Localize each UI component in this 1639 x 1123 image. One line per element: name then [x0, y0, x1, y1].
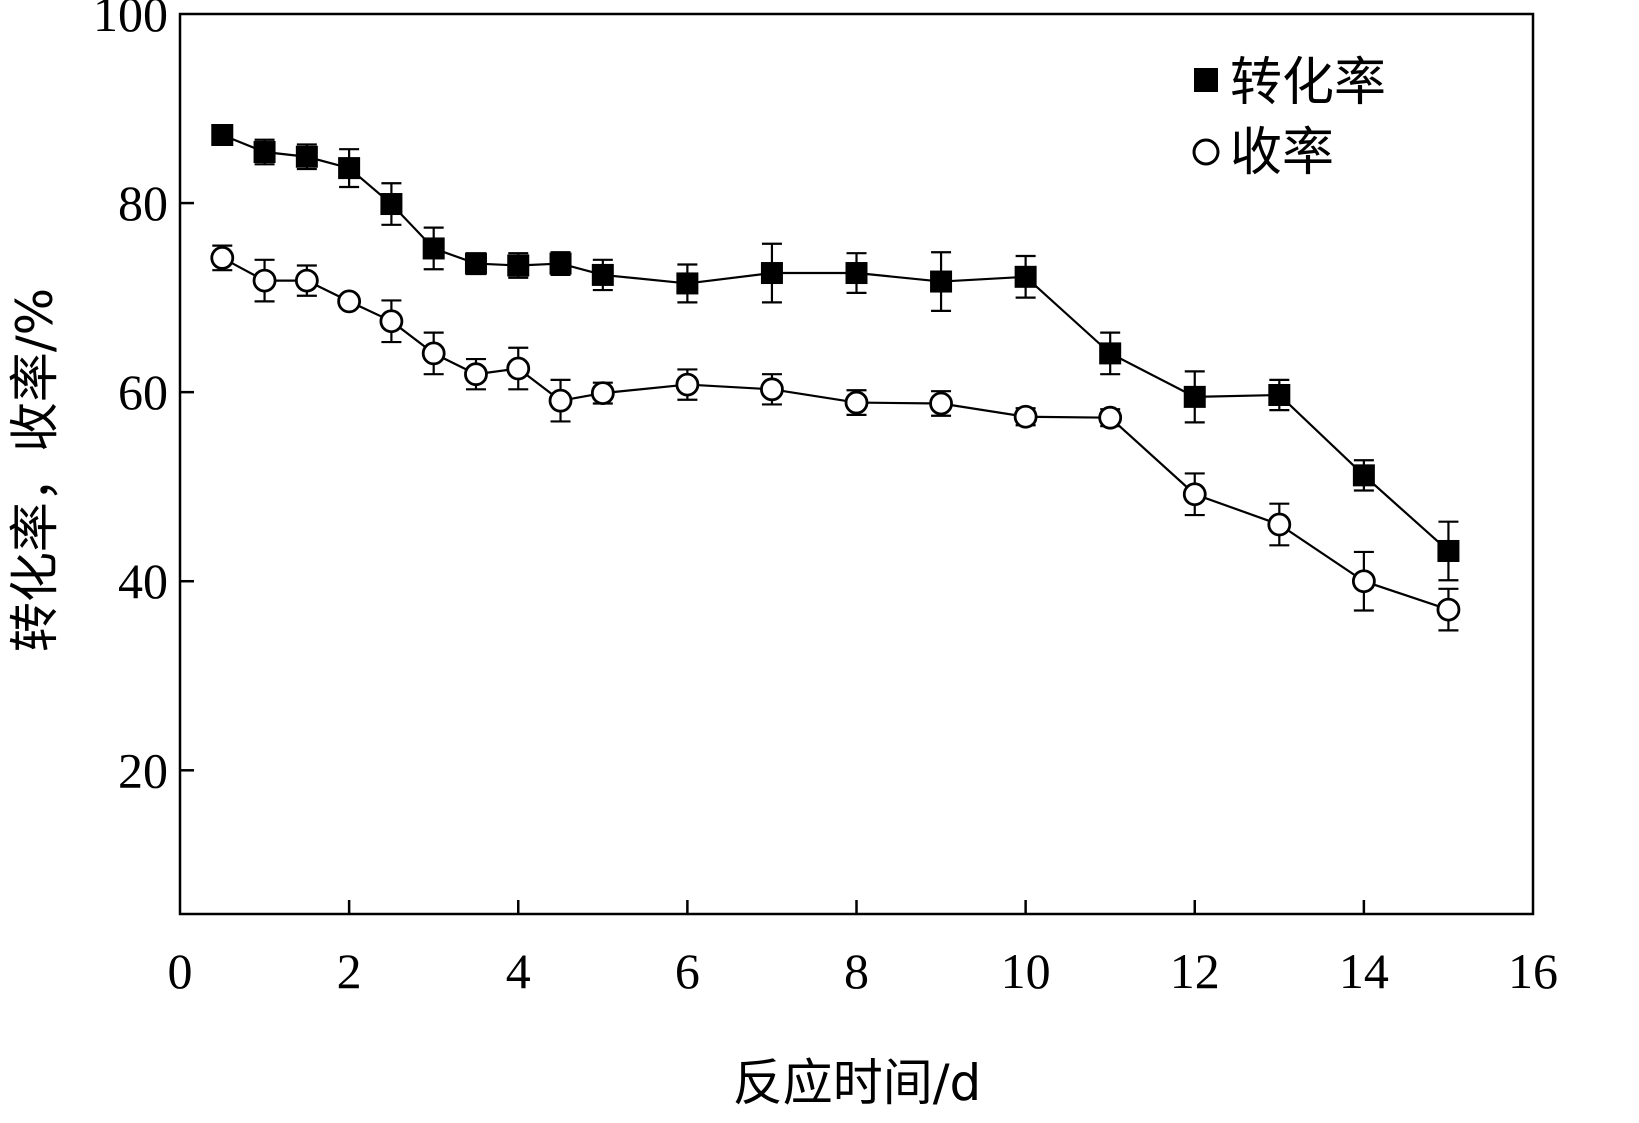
x-tick-label: 14 [1339, 943, 1389, 999]
series-line [221, 133, 1450, 552]
data-point [295, 145, 318, 168]
x-tick-label: 2 [337, 943, 362, 999]
y-axis-ticks: 20 40 60 80 100 [93, 0, 194, 798]
data-point [1183, 385, 1206, 408]
data-point [1267, 512, 1292, 537]
data-point [380, 193, 403, 216]
series-conversion [211, 124, 1460, 582]
data-point [1268, 383, 1291, 406]
data-point [422, 237, 445, 260]
data-point [760, 262, 783, 285]
data-point [1098, 405, 1123, 430]
data-point [464, 362, 488, 387]
legend-label-yield: 收率 [1230, 123, 1334, 183]
data-point [294, 268, 319, 293]
data-point [1436, 597, 1461, 622]
data-point [1351, 569, 1376, 594]
data-point [1099, 342, 1122, 365]
series-line [221, 256, 1449, 611]
data-point [590, 381, 615, 405]
series-yield [210, 244, 1461, 632]
data-point [675, 372, 700, 397]
data-point [421, 341, 446, 366]
y-tick-label: 100 [93, 0, 168, 42]
data-point [1182, 482, 1207, 507]
data-point [1352, 464, 1375, 487]
data-point [252, 268, 277, 293]
data-point [930, 270, 953, 293]
x-tick-label: 6 [675, 943, 700, 999]
data-point [760, 377, 784, 402]
data-point [929, 391, 953, 416]
data-point [549, 252, 572, 275]
x-tick-label: 12 [1170, 943, 1220, 999]
data-point [253, 141, 276, 164]
y-tick-label: 20 [118, 742, 168, 798]
data-point [506, 356, 531, 381]
data-point [211, 124, 234, 147]
data-point [1437, 539, 1460, 562]
data-point [210, 246, 235, 270]
data-point [464, 252, 487, 275]
x-tick-label: 8 [844, 943, 869, 999]
data-point [337, 289, 362, 314]
data-point [591, 263, 614, 286]
y-tick-label: 40 [118, 553, 168, 609]
x-axis-title: 反应时间/d [733, 1054, 982, 1112]
legend-marker-conversion [1194, 68, 1218, 92]
legend-marker-yield [1192, 138, 1220, 166]
x-tick-label: 16 [1508, 943, 1558, 999]
series-layer [210, 124, 1461, 632]
legend: 转化率 收率 [1192, 53, 1386, 183]
data-point [507, 254, 530, 277]
data-point [548, 388, 573, 413]
data-point [379, 309, 404, 334]
y-tick-label: 60 [118, 364, 168, 420]
y-tick-label: 80 [118, 175, 168, 231]
data-point [845, 262, 868, 285]
legend-label-conversion: 转化率 [1230, 53, 1386, 113]
data-point [1013, 404, 1038, 429]
data-point [1014, 265, 1037, 288]
x-tick-label: 10 [1001, 943, 1051, 999]
x-tick-label: 0 [168, 943, 193, 999]
data-point [844, 390, 869, 415]
x-axis-ticks: 0 2 4 6 8 10 12 14 16 [168, 900, 1558, 999]
data-point [338, 157, 361, 180]
y-axis-title: 转化率，收率/% [6, 288, 64, 652]
x-tick-label: 4 [506, 943, 531, 999]
data-point [676, 272, 699, 295]
